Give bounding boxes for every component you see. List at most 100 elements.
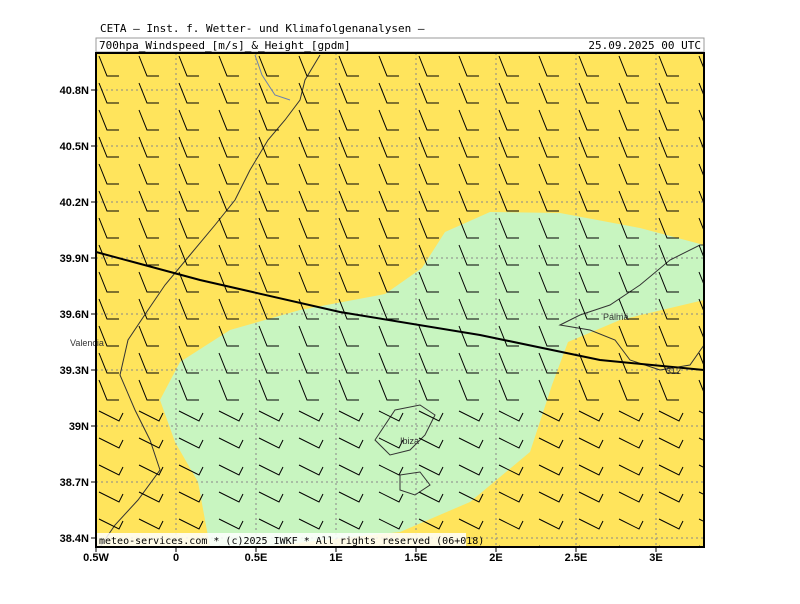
wind-barb [418,379,439,401]
wind-barb [178,325,199,347]
wind-barb [378,217,399,239]
wind-barb [458,464,484,476]
wind-barb [618,298,639,320]
wind-barb [498,55,519,77]
wind-barb [178,464,204,476]
wind-barb [418,163,439,185]
wind-barb [418,325,439,347]
wind-barb [538,352,559,374]
wind-barb [658,217,679,239]
wind-barb [378,437,404,449]
place-label: Palma [603,312,629,322]
wind-barb [618,464,644,476]
wind-barb [578,464,604,476]
wind-barb [578,217,599,239]
wind-barb [298,109,319,131]
wind-barb [618,136,639,158]
wind-barb [578,55,599,77]
wind-barb [498,244,519,266]
wind-barb [378,325,399,347]
wind-barb [98,491,124,503]
wind-barb [258,163,279,185]
lat-label: 40.2N [60,197,89,209]
wind-barb [218,464,244,476]
wind-barb [98,271,119,293]
wind-barb [138,190,159,212]
wind-barb [618,55,639,77]
contour-label: 312 [666,366,681,376]
map-frame [95,52,705,548]
lon-label: 0 [173,552,179,564]
wind-barb [658,352,679,374]
wind-barb [698,109,704,124]
wind-barb [458,491,484,503]
wind-barb [258,244,279,266]
wind-barb [658,491,684,503]
wind-barb [538,379,559,401]
wind-barb [498,190,519,212]
wind-barb [98,464,124,476]
lat-label: 39.6N [60,309,89,321]
wind-barb [498,163,519,185]
wind-barb [618,109,639,131]
wind-barb [138,352,159,374]
wind-barb [298,82,319,104]
wind-barb [258,298,279,320]
wind-barb [218,518,244,530]
wind-barb [418,491,444,503]
wind-barb [218,190,239,212]
wind-barb [178,352,199,374]
wind-barb [538,244,559,266]
lat-label: 38.4N [60,533,89,545]
wind-barb [218,437,244,449]
wind-barb [218,244,239,266]
lon-label: 1.5E [405,552,428,564]
wind-barb [338,244,359,266]
wind-barb [578,379,599,401]
wind-barb [458,82,479,104]
wind-barb [418,190,439,212]
wind-barb [418,271,439,293]
wind-barb [698,379,704,394]
wind-barb [258,410,284,422]
wind-barb [138,464,164,476]
wind-barb [338,82,359,104]
wind-barb [538,190,559,212]
wind-barb [178,82,199,104]
ibiza-coast [374,404,436,456]
wind-barb [578,136,599,158]
wind-barb [498,410,524,422]
wind-barb [458,190,479,212]
wind-barb [258,271,279,293]
wind-barb [418,109,439,131]
wind-barb [298,464,324,476]
footer: meteo-services.com * (c)2025 IWKF * All … [99,536,484,547]
wind-barb [658,190,679,212]
wind-barb [178,244,199,266]
wind-barb [658,136,679,158]
footer-box [96,533,466,547]
wind-barb [458,109,479,131]
wind-barb [698,244,704,259]
wind-barb [298,136,319,158]
wind-barb [698,352,704,367]
wind-barb [138,437,164,449]
wind-barb [578,518,604,530]
lat-label: 40.5N [60,141,89,153]
wind-barb [258,437,284,449]
wind-barb [538,491,564,503]
wind-barb [298,491,324,503]
wind-barb [378,244,399,266]
wind-barb [418,352,439,374]
wind-barb [258,325,279,347]
wind-barb [138,82,159,104]
wind-barb [538,410,564,422]
wind-barb [698,271,704,286]
map-area: 312 Palma Ibiza meteo-services.com * (c)… [96,53,704,547]
wind-barb [538,325,559,347]
wind-barb [218,271,239,293]
wind-barb [698,217,704,232]
coastline [99,54,321,547]
wind-barb [258,518,284,530]
